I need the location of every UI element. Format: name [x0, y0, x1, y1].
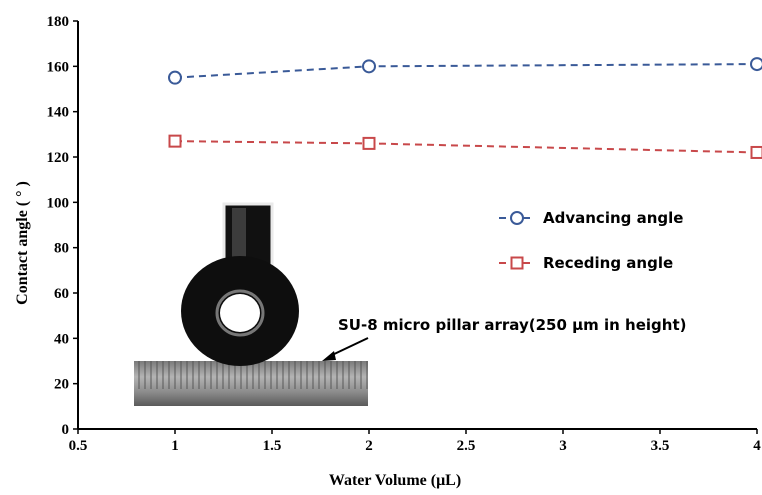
y-tick-label: 60: [54, 286, 69, 302]
x-tick-label: 1: [171, 438, 179, 454]
x-tick-label: 3: [559, 438, 567, 454]
x-tick-label: 1.5: [263, 438, 282, 454]
y-tick-label: 140: [47, 105, 70, 121]
advancing-angle-line: [174, 63, 758, 79]
legend: Advancing angle Receding angle: [499, 209, 683, 272]
pillar-array-stripes: [134, 361, 368, 389]
y-axis-title: Contact angle ( ° ): [14, 181, 31, 305]
y-tick-label: 120: [47, 150, 70, 166]
x-tick-label: 4: [753, 438, 761, 454]
advancing-angle-point: [750, 57, 762, 72]
advancing-angle-point: [362, 59, 376, 74]
droplet-reflection-rim: [215, 289, 265, 337]
annotation: SU-8 micro pillar array(250 μm in height…: [322, 316, 686, 361]
y-tick-label: 100: [47, 195, 70, 211]
needle-highlight: [232, 208, 246, 266]
annotation-arrowhead: [322, 351, 336, 361]
droplet-reflection: [220, 294, 260, 332]
series-group: [168, 57, 762, 159]
receding-angle-line: [174, 140, 758, 154]
advancing-angle-point: [168, 70, 182, 85]
legend-advancing-label: Advancing angle: [543, 209, 683, 227]
x-tick-label: 3.5: [651, 438, 670, 454]
annotation-arrow-line: [329, 337, 369, 357]
axes: 0 20 40 60 80 100 120 140 160 180 0.5 1 1.5 2 2.5 3 3.5 4: [47, 14, 762, 454]
y-tick-label: 80: [54, 241, 69, 257]
legend-receding-marker: [510, 256, 524, 270]
y-tick-label: 160: [47, 59, 70, 75]
annotation-label: SU-8 micro pillar array(250 μm in height…: [338, 316, 686, 334]
y-tick-label: 20: [54, 377, 69, 393]
x-tick-label: 0.5: [69, 438, 88, 454]
droplet-photo: [134, 202, 368, 406]
y-tick-label: 40: [54, 331, 69, 347]
y-tick-label: 0: [62, 422, 70, 438]
receding-angle-point: [168, 134, 182, 148]
legend-receding-label: Receding angle: [543, 254, 673, 272]
receding-angle-point: [750, 145, 762, 159]
x-axis-title: Water Volume (μL): [329, 472, 461, 489]
receding-angle-point: [362, 136, 376, 150]
y-tick-label: 180: [47, 14, 70, 30]
legend-advancing-marker: [510, 211, 524, 225]
x-tick-label: 2.5: [457, 438, 476, 454]
x-tick-label: 2: [365, 438, 373, 454]
